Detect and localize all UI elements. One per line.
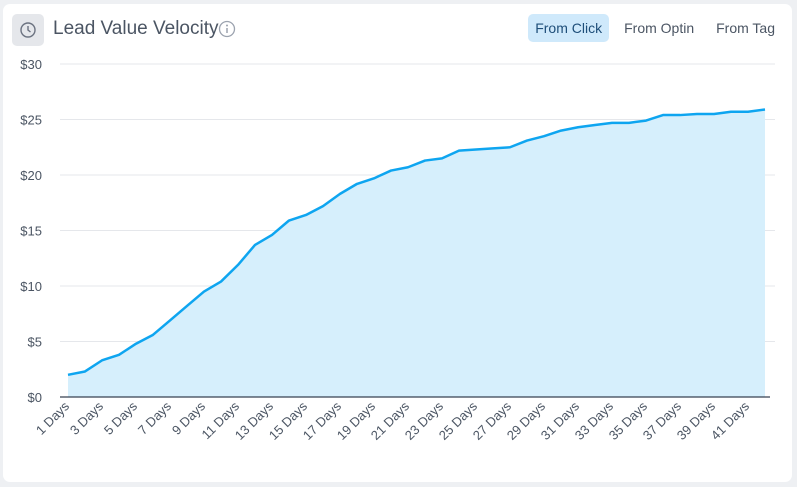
source-tabs: From Click From Optin From Tag <box>528 14 782 42</box>
info-icon[interactable] <box>218 20 236 43</box>
x-tick-label: 3 Days <box>67 398 107 438</box>
y-tick-label: $25 <box>20 113 42 128</box>
x-tick-label: 41 Days <box>708 398 753 443</box>
y-tick-label: $15 <box>20 224 42 239</box>
y-tick-label: $30 <box>20 57 42 72</box>
clock-icon <box>12 14 44 46</box>
area-fill <box>68 109 765 397</box>
tab-from-click[interactable]: From Click <box>528 14 610 42</box>
series-line <box>67 108 766 377</box>
x-tick-label: 5 Days <box>101 398 141 438</box>
y-tick-label: $10 <box>20 279 42 294</box>
card-title: Lead Value Velocity <box>53 18 219 39</box>
tab-from-tag[interactable]: From Tag <box>716 20 775 36</box>
x-tick-label: 7 Days <box>135 398 175 438</box>
y-tick-label: $20 <box>20 168 42 183</box>
y-tick-label: $0 <box>28 390 42 405</box>
tab-from-optin[interactable]: From Optin <box>624 20 695 36</box>
y-tick-label: $5 <box>28 335 42 350</box>
